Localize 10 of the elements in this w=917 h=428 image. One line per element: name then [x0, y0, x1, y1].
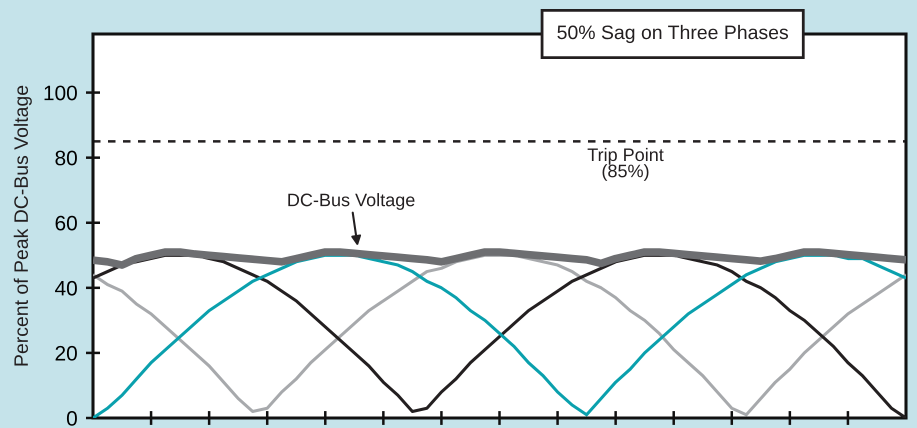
y-tick-label: 60 — [56, 216, 77, 230]
text: DC-Bus Voltage — [288, 193, 415, 210]
y-tick-label: 20 — [56, 346, 77, 361]
y-tick-label: 80 — [55, 150, 77, 166]
y-tick-label: 100 — [44, 86, 77, 100]
chart-title: 50% Sag on Three Phases — [557, 24, 788, 44]
y-axis-title: Percent of Peak DC-Bus Voltage — [14, 86, 32, 366]
ref-line-label: Trip Point (85%) — [588, 148, 664, 181]
y-tick-label: 40 — [55, 280, 77, 296]
y-tick-label: 0 — [66, 411, 77, 426]
